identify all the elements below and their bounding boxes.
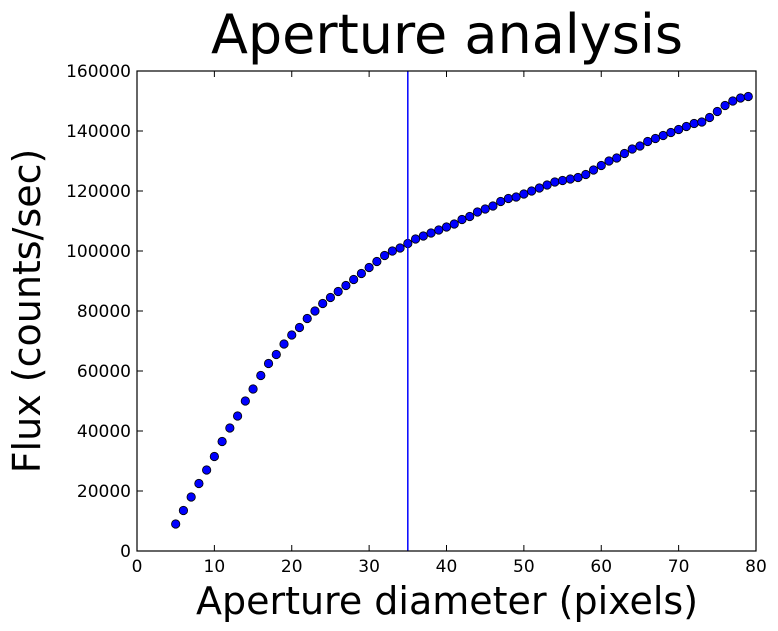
- y-tick-label: 100000: [66, 242, 131, 262]
- data-point: [612, 153, 622, 163]
- data-point: [379, 250, 390, 261]
- data-point: [356, 268, 366, 279]
- data-point: [627, 144, 637, 154]
- y-tick-label: 80000: [77, 302, 131, 322]
- data-point: [666, 127, 676, 138]
- data-point: [426, 228, 436, 238]
- data-point: [395, 243, 405, 253]
- data-point: [310, 306, 320, 316]
- chart-title: Aperture analysis: [211, 3, 683, 66]
- x-tick-label: 50: [513, 557, 535, 577]
- data-point: [712, 106, 722, 117]
- data-point: [735, 93, 746, 103]
- x-tick-label: 0: [132, 557, 143, 577]
- data-point: [294, 322, 305, 333]
- data-point: [503, 193, 513, 204]
- data-point: [542, 180, 552, 190]
- x-tick-label: 30: [358, 557, 380, 577]
- data-point: [465, 211, 475, 222]
- plot-frame: [136, 70, 757, 552]
- data-point: [573, 172, 583, 183]
- data-point: [557, 175, 568, 186]
- data-point: [596, 160, 606, 171]
- y-tick-label: 120000: [66, 182, 131, 202]
- x-axis-title: Aperture diameter (pixels): [196, 579, 698, 623]
- data-point: [550, 177, 560, 187]
- x-tick-label: 70: [668, 557, 690, 577]
- data-point: [271, 349, 281, 360]
- data-point: [588, 165, 599, 175]
- data-point: [643, 136, 653, 147]
- data-point: [704, 112, 715, 123]
- data-point: [619, 148, 630, 159]
- data-point: [697, 117, 707, 127]
- data-point: [434, 225, 444, 235]
- data-point: [488, 201, 498, 211]
- data-point: [302, 313, 312, 324]
- data-point: [209, 451, 219, 462]
- data-point: [581, 169, 591, 180]
- data-point: [681, 121, 691, 132]
- data-point: [728, 96, 738, 106]
- data-point: [720, 100, 730, 111]
- data-point: [743, 91, 753, 102]
- data-point: [248, 384, 258, 394]
- axis-ticks: 0 10 20 30 40 50 60 70 80 0 20000 40000 60000 80000 10…: [66, 62, 767, 577]
- data-points: [171, 91, 753, 529]
- data-point: [534, 183, 544, 193]
- y-tick-label: 60000: [77, 362, 131, 382]
- y-tick-label: 40000: [77, 422, 131, 442]
- data-point: [364, 262, 374, 273]
- data-point: [565, 174, 575, 184]
- data-point: [472, 207, 483, 217]
- data-point: [519, 189, 529, 199]
- data-point: [263, 358, 274, 369]
- data-point: [325, 292, 336, 303]
- data-point: [202, 465, 212, 475]
- x-tick-label: 20: [281, 557, 303, 577]
- data-point: [256, 370, 266, 381]
- data-point: [333, 286, 343, 297]
- x-tick-label: 80: [745, 557, 767, 577]
- x-tick-label: 10: [204, 557, 226, 577]
- data-point: [341, 280, 351, 291]
- data-point: [635, 141, 645, 151]
- data-point: [418, 231, 428, 241]
- x-tick-label: 40: [436, 557, 458, 577]
- y-tick-label: 20000: [77, 482, 131, 502]
- data-point: [658, 130, 668, 141]
- data-point: [194, 478, 204, 489]
- data-point: [387, 246, 397, 256]
- data-point: [186, 492, 196, 502]
- data-point: [674, 124, 684, 135]
- data-point: [449, 219, 459, 229]
- y-tick-label: 160000: [66, 62, 131, 82]
- data-point: [217, 436, 227, 447]
- data-point: [225, 423, 235, 433]
- data-point: [650, 133, 661, 144]
- data-point: [279, 339, 289, 349]
- y-tick-label: 140000: [66, 122, 131, 142]
- data-point: [232, 411, 243, 421]
- data-point: [457, 214, 467, 225]
- data-point: [480, 204, 490, 214]
- data-point: [527, 186, 537, 196]
- data-point: [511, 192, 521, 202]
- data-point: [318, 298, 328, 309]
- x-tick-label: 60: [590, 557, 612, 577]
- y-axis-title: Flux (counts/sec): [5, 149, 49, 474]
- data-point: [349, 274, 359, 285]
- data-point: [171, 519, 181, 529]
- data-point: [689, 118, 699, 129]
- y-tick-label: 0: [120, 542, 131, 562]
- data-point: [287, 330, 297, 340]
- data-point: [441, 222, 452, 232]
- data-point: [496, 196, 506, 207]
- data-point: [178, 505, 189, 516]
- data-point: [372, 256, 382, 267]
- data-point: [604, 156, 614, 166]
- data-point: [410, 234, 421, 244]
- data-point: [240, 396, 250, 406]
